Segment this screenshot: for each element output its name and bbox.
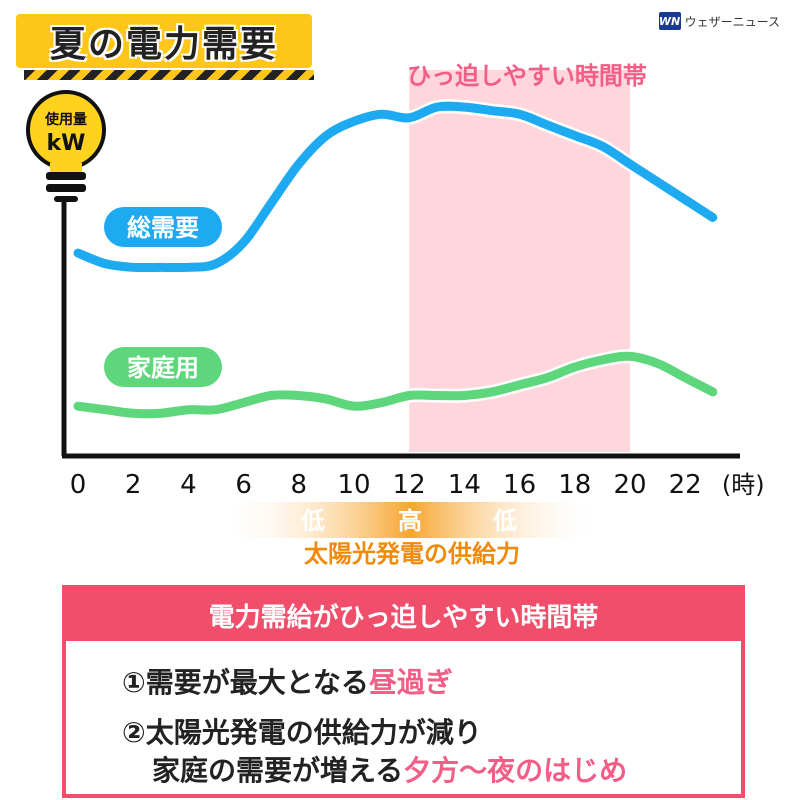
panel-item-household-rise-highlight: 夕方〜夜のはじめ — [403, 754, 628, 787]
panel-item-peak-text: ①需要が最大となる — [122, 666, 369, 699]
solar-high-noon: 高 — [398, 507, 422, 535]
x-tick-label: 0 — [70, 470, 87, 500]
lightbulb-icon: 使用量 kW — [26, 90, 106, 202]
legend-total: 総需要 — [104, 207, 222, 247]
panel-item-peak-highlight: 昼過ぎ — [368, 666, 453, 699]
x-tick-label: 20 — [613, 470, 646, 500]
solar-low-evening: 低 — [492, 507, 517, 535]
solar-low-morning: 低 — [300, 507, 325, 535]
panel-item-solar-drop-text: ②太陽光発電の供給力が減り — [122, 716, 482, 749]
household-demand-line — [73, 351, 718, 419]
x-tick-label: 22 — [669, 470, 702, 500]
panel-item-household-rise: 家庭の需要が増える夕方〜夜のはじめ — [152, 749, 627, 789]
demand-chart: ひっ迫しやすい時間帯 0 2 4 6 8 10 12 14 16 18 20 22 (時) 使用量 k… — [26, 62, 765, 568]
brand: WN ウェザーニュース — [658, 10, 780, 32]
x-tick-label: 2 — [125, 470, 142, 500]
title-badge: 夏の電力需要 — [10, 10, 320, 80]
hazard-stripe — [24, 70, 314, 80]
legend-household: 家庭用 — [104, 347, 222, 387]
legend-household-label: 家庭用 — [127, 354, 199, 382]
panel-item-solar-drop: ②太陽光発電の供給力が減り — [122, 711, 482, 751]
panel-item-peak: ①需要が最大となる昼過ぎ — [122, 661, 453, 701]
x-tick-label: 18 — [558, 470, 591, 500]
total-demand-line — [73, 101, 718, 273]
x-unit-label: (時) — [722, 471, 765, 499]
x-tick-label: 6 — [235, 470, 252, 500]
solar-supply-gradient — [220, 502, 600, 538]
x-tick-label: 16 — [503, 470, 536, 500]
bulb-label-usage: 使用量 — [44, 111, 87, 128]
bulb-label-unit: kW — [47, 131, 86, 156]
panel-item-household-rise-text: 家庭の需要が増える — [152, 754, 404, 787]
x-tick-label: 4 — [180, 470, 197, 500]
x-tick-label: 10 — [337, 470, 370, 500]
panel-heading: 電力需給がひっ迫しやすい時間帯 — [66, 589, 741, 641]
legend-total-label: 総需要 — [127, 214, 199, 242]
brand-name: ウェザーニュース — [684, 14, 780, 29]
tight-period-panel: 電力需給がひっ迫しやすい時間帯 ①需要が最大となる昼過ぎ ②太陽光発電の供給力が… — [62, 585, 745, 798]
solar-supply-label: 太陽光発電の供給力 — [304, 540, 520, 568]
title-box: 夏の電力需要 — [16, 14, 312, 68]
x-tick-label: 14 — [448, 470, 481, 500]
tight-period-label: ひっ迫しやすい時間帯 — [407, 62, 647, 90]
page-title: 夏の電力需要 — [49, 24, 278, 65]
brand-logo-icon: WN — [658, 12, 681, 30]
x-tick-label: 12 — [393, 470, 426, 500]
x-tick-label: 8 — [291, 470, 308, 500]
